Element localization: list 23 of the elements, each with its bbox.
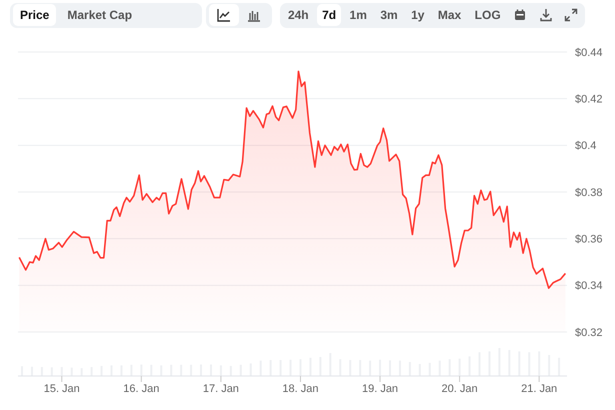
x-tick-label: 21. Jan: [521, 382, 558, 395]
text: Price: [13, 4, 56, 26]
y-tick-label: $0.34: [575, 280, 603, 292]
x-tick-label: 16. Jan: [123, 382, 160, 395]
text: 1y: [410, 7, 426, 24]
x-tick-label: 15. Jan: [44, 382, 80, 395]
y-tick-label: $0.32: [575, 326, 603, 339]
y-tick-label: $0.36: [575, 234, 603, 246]
y-tick-label: $0.44: [575, 46, 603, 59]
x-tick-label: 20. Jan: [442, 382, 478, 395]
text: 24h: [286, 7, 310, 24]
x-tick-label: 18. Jan: [282, 382, 319, 395]
text: LOG: [474, 7, 502, 24]
x-tick-label: 19. Jan: [362, 382, 398, 395]
text: Market Cap: [66, 7, 134, 24]
text: 3m: [379, 7, 399, 24]
y-tick-label: $0.4: [575, 140, 596, 152]
text: 1m: [348, 7, 368, 24]
y-tick-label: $0.38: [575, 186, 603, 199]
y-tick-label: $0.42: [575, 94, 603, 106]
text: Max: [436, 7, 462, 24]
text: 7d: [317, 4, 342, 26]
x-tick-label: 17. Jan: [202, 382, 239, 395]
